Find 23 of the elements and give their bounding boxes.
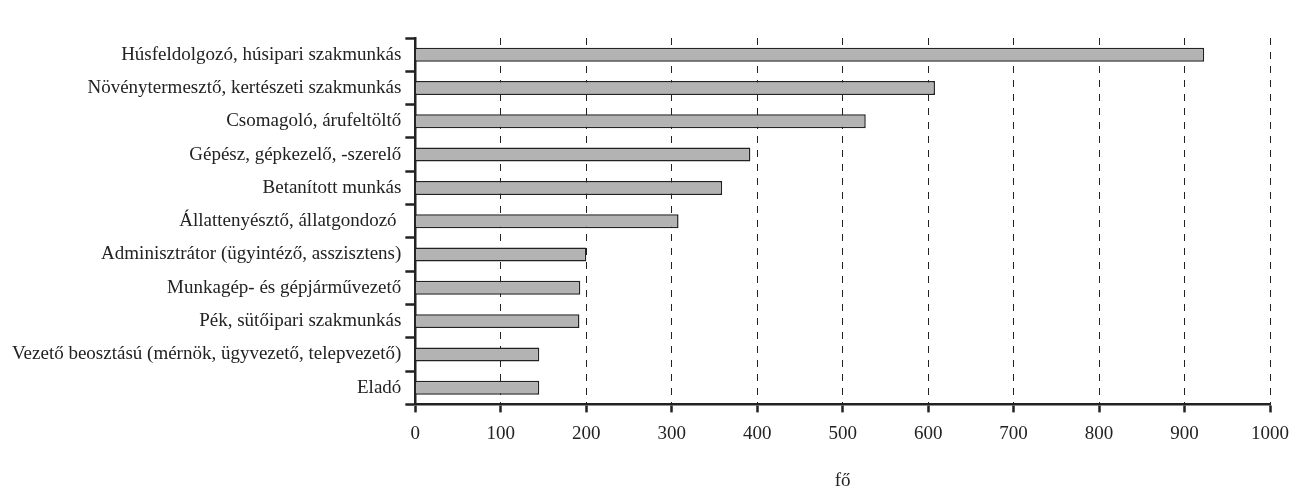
x-tick-label: 900 [1170,421,1199,443]
y-tick-label: Eladó [357,375,402,397]
x-tick-label: 100 [486,421,516,443]
x-tick-label: 600 [913,421,943,443]
y-tick-label: Húsfeldolgozó, húsipari szakmunkás [121,42,402,64]
y-tick-label: Pék, sütőipari szakmunkás [199,309,402,331]
x-tick-label: 700 [999,421,1028,443]
x-axis-title: fő [834,468,851,490]
x-tick-label: 1000 [1251,421,1289,443]
y-tick-label: Növénytermesztő, kertészeti szakmunkás [87,75,402,97]
x-tick-label: 800 [1084,421,1114,443]
x-tick-label: 0 [410,421,421,443]
y-tick-label: Gépész, gépkezelő, -szerelő [189,142,402,164]
x-tick-label: 200 [572,421,601,443]
x-tick-label: 500 [828,421,857,443]
y-tick-label: Vezető beosztású (mérnök, ügyvezető, telepvezető) [11,342,402,365]
y-tick-label: Betanított munkás [262,175,402,197]
x-tick-label: 400 [742,421,772,443]
y-tick-label: Munkagép- és gépjárművezető [167,275,402,297]
x-tick-label: 300 [657,421,686,443]
y-tick-label: Csomagoló, árufeltöltő [226,109,402,131]
y-tick-label: Állattenyésztő, állatgondozó [179,209,402,231]
y-tick-label: Adminisztrátor (ügyintéző, asszisztens) [101,242,402,265]
